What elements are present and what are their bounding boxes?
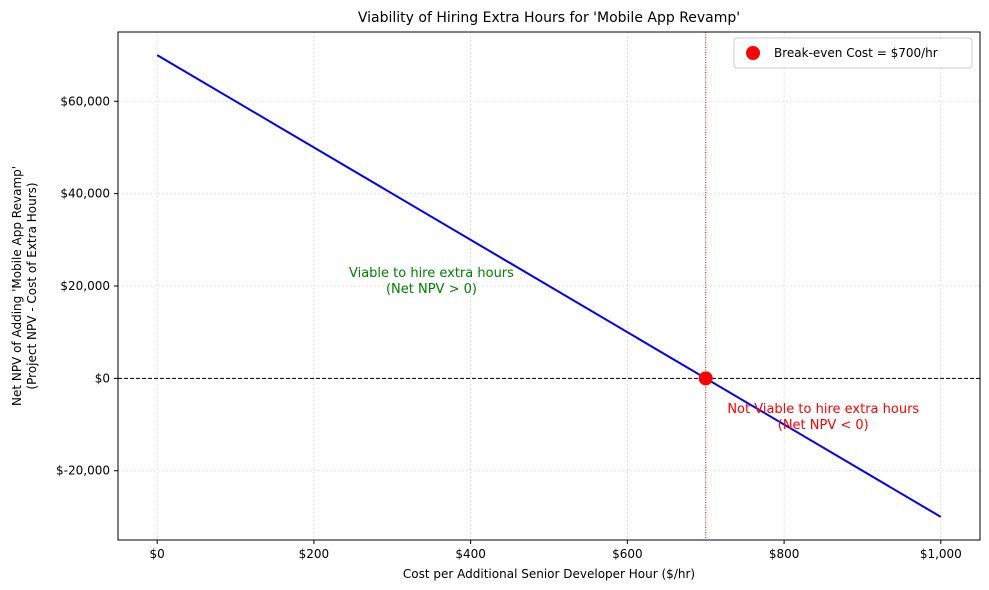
annotation-line: Viable to hire extra hours bbox=[349, 266, 514, 281]
y-tick-label: $20,000 bbox=[60, 279, 110, 293]
reference-lines bbox=[118, 32, 980, 540]
legend: Break-even Cost = $700/hr bbox=[733, 37, 973, 69]
annotations: Viable to hire extra hours (Net NPV > 0) N… bbox=[349, 266, 919, 433]
annotation-label: Viable to hire extra hours (Net NPV > 0) bbox=[349, 266, 514, 297]
x-tick-label: $600 bbox=[612, 547, 643, 561]
annotation-line: (Net NPV < 0) bbox=[778, 418, 869, 433]
y-axis-label: Net NPV of Adding 'Mobile App Revamp' (Pr… bbox=[10, 166, 39, 406]
legend-label: Break-even Cost = $700/hr bbox=[774, 46, 938, 60]
x-tick-label: $0 bbox=[150, 547, 165, 561]
annotation-line: Not Viable to hire extra hours bbox=[727, 402, 919, 417]
x-tick-label: $400 bbox=[455, 547, 486, 561]
x-tick-label: $200 bbox=[299, 547, 330, 561]
net-npv-line bbox=[156, 54, 942, 518]
annotation-line: (Net NPV > 0) bbox=[386, 282, 477, 297]
y-axis-label-line: Net NPV of Adding 'Mobile App Revamp' bbox=[10, 166, 24, 406]
legend-box bbox=[733, 37, 973, 69]
x-axis-label: Cost per Additional Senior Developer Hou… bbox=[403, 567, 695, 581]
y-axis-label-line: (Project NPV - Cost of Extra Hours) bbox=[25, 182, 39, 389]
chart-title: Viability of Hiring Extra Hours for 'Mob… bbox=[358, 10, 740, 26]
break-even-point bbox=[698, 371, 713, 386]
y-tick-label: $60,000 bbox=[60, 94, 110, 108]
grid bbox=[118, 32, 980, 540]
y-tick-label: $-20,000 bbox=[56, 464, 110, 478]
x-axis-ticks: $0 $200 $400 $600 $800 $1,000 bbox=[150, 540, 962, 561]
legend-marker bbox=[746, 46, 760, 60]
x-tick-label: $1,000 bbox=[920, 547, 962, 561]
y-tick-label: $40,000 bbox=[60, 187, 110, 201]
x-tick-label: $800 bbox=[769, 547, 800, 561]
y-tick-label: $0 bbox=[95, 371, 110, 385]
series-layer bbox=[156, 54, 942, 518]
y-axis-ticks: $-20,000 $0 $20,000 $40,000 $60,000 bbox=[56, 94, 118, 478]
annotation-label: Not Viable to hire extra hours (Net NPV <… bbox=[727, 402, 919, 433]
